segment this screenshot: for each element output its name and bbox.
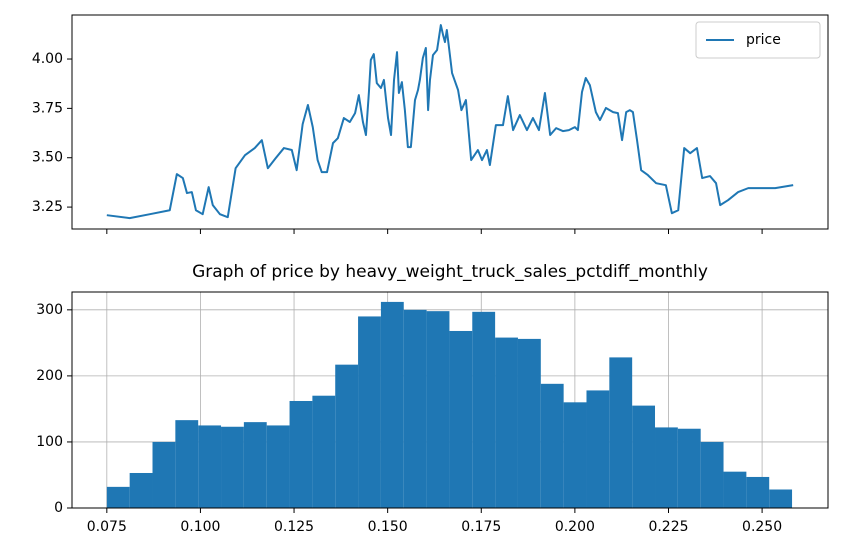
y-tick-label: 3.50 <box>32 150 63 166</box>
x-tick-label: 0.200 <box>555 519 595 535</box>
bar <box>358 316 381 508</box>
bar <box>198 425 222 508</box>
x-tick-label: 0.250 <box>742 519 782 535</box>
legend-label: price <box>746 32 781 48</box>
axes-frame <box>71 291 829 509</box>
bar <box>152 441 176 508</box>
x-tick-label: 0.125 <box>274 519 314 535</box>
bar <box>495 337 518 508</box>
bar <box>129 472 153 508</box>
bar <box>700 441 724 508</box>
legend-frame <box>695 21 821 59</box>
chart-title: Graph of price by heavy_weight_truck_sal… <box>192 262 708 282</box>
legend: price <box>695 21 821 59</box>
y-tick-label: 3.75 <box>32 100 63 116</box>
bar <box>175 420 199 508</box>
bar <box>403 309 427 508</box>
bar <box>106 486 130 508</box>
bar <box>335 364 359 508</box>
x-tick-label: 0.100 <box>180 519 220 535</box>
x-tick-label: 0.150 <box>368 519 408 535</box>
x-tick-label: 0.225 <box>648 519 688 535</box>
y-tick-label: 100 <box>36 434 63 450</box>
bar <box>632 405 656 508</box>
bar <box>517 338 541 508</box>
price-line <box>106 24 794 220</box>
bar <box>746 476 770 508</box>
bar <box>266 425 290 508</box>
bar <box>586 390 610 508</box>
bar <box>655 427 678 508</box>
bar <box>289 400 313 508</box>
bar <box>380 301 404 508</box>
bar <box>449 330 473 508</box>
bar <box>609 357 633 508</box>
x-tick-label: 0.175 <box>461 519 501 535</box>
y-tick-label: 300 <box>36 302 63 318</box>
y-tick-label: 0 <box>54 500 63 516</box>
bar <box>243 422 267 508</box>
bar <box>312 395 336 508</box>
y-tick-label: 4.00 <box>32 51 63 67</box>
axes-frame <box>71 14 829 230</box>
bar <box>677 428 701 508</box>
bar <box>563 402 587 508</box>
x-tick-label: 0.075 <box>87 519 127 535</box>
bar <box>769 489 793 508</box>
y-tick-label: 200 <box>36 368 63 384</box>
y-tick-label: 3.25 <box>32 199 63 215</box>
bar <box>426 311 450 508</box>
bar <box>472 311 496 508</box>
bar <box>540 383 564 508</box>
bar <box>723 471 747 508</box>
bar <box>221 426 244 508</box>
